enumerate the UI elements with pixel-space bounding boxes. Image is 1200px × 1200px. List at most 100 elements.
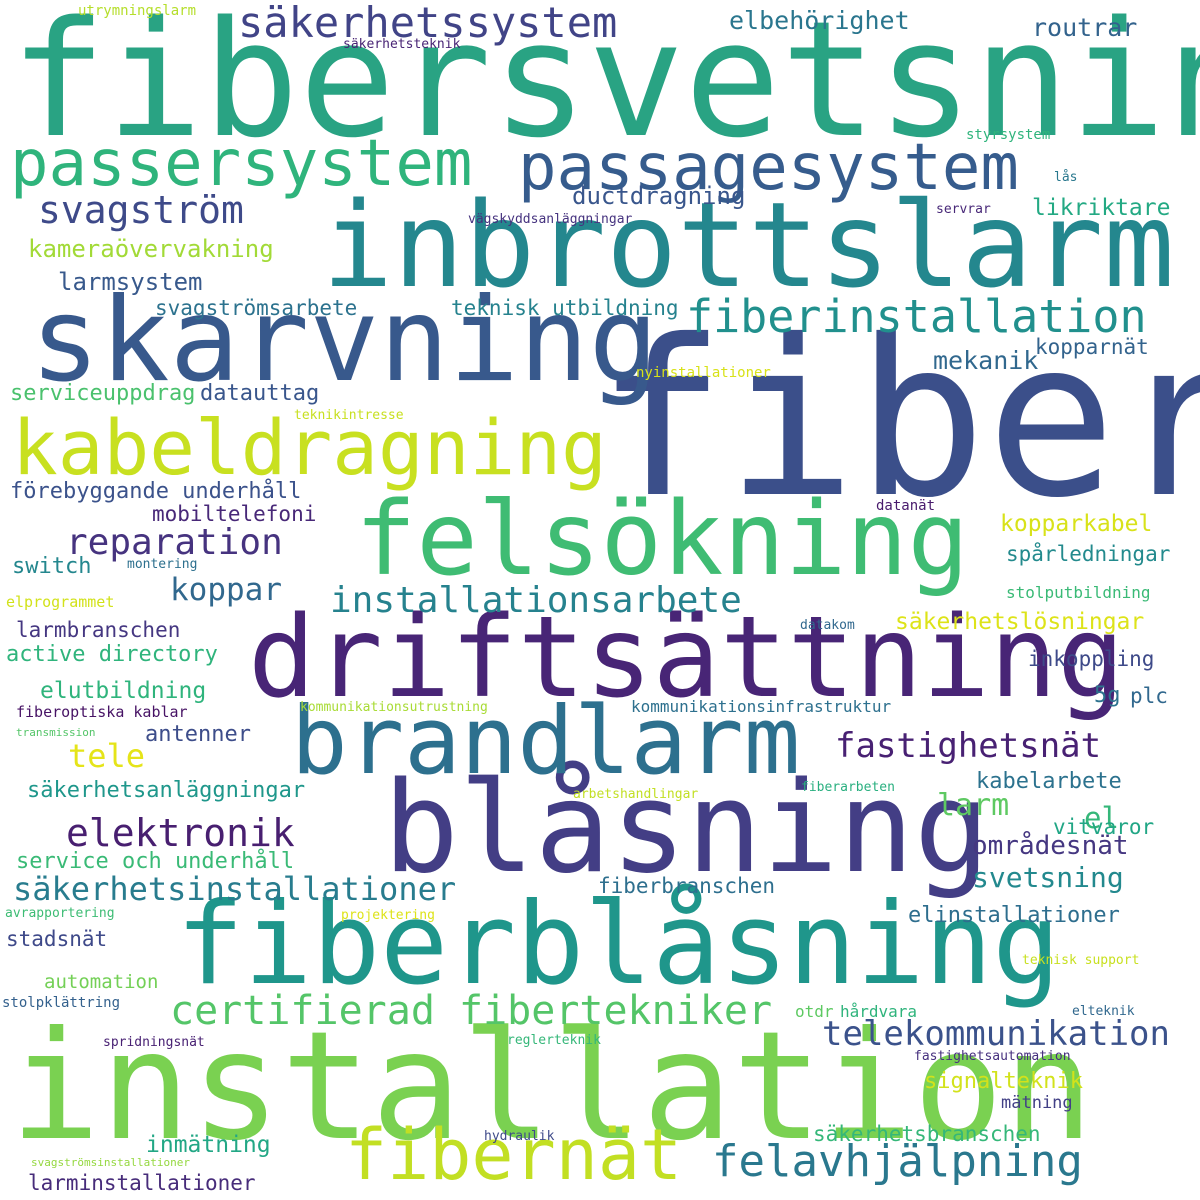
cloud-word: elprogrammet xyxy=(6,593,115,611)
cloud-word: spridningsnät xyxy=(103,1035,205,1050)
cloud-word: active directory xyxy=(6,642,218,667)
cloud-word: kopparkabel xyxy=(1000,511,1153,537)
cloud-word: inmätning xyxy=(146,1132,271,1158)
cloud-word: el xyxy=(1084,801,1119,835)
cloud-word: svagströmsinstallationer xyxy=(31,1156,190,1169)
cloud-word: fiber xyxy=(596,294,1200,545)
cloud-word: kopparnät xyxy=(1035,335,1149,359)
cloud-word: passagesystem xyxy=(518,131,1019,205)
cloud-word: elektronik xyxy=(66,811,295,855)
cloud-word: svagström xyxy=(38,188,244,232)
cloud-word: fiberblåsning xyxy=(176,878,1061,1010)
cloud-word: fiberarbeten xyxy=(801,780,895,795)
cloud-word: hydraulik xyxy=(484,1129,555,1144)
cloud-word: säkerhetssystem xyxy=(238,0,618,47)
cloud-word: reparation xyxy=(66,522,283,563)
cloud-word: kabelarbete xyxy=(976,769,1122,794)
cloud-word: larm xyxy=(937,788,1010,823)
cloud-word: montering xyxy=(127,557,198,572)
cloud-word: vägskyddsanläggningar xyxy=(468,212,633,227)
cloud-word: driftsättning xyxy=(248,593,1125,723)
cloud-word: fastighetsnät xyxy=(835,726,1102,766)
cloud-word: larminstallationer xyxy=(28,1171,256,1195)
cloud-word: mobiltelefoni xyxy=(152,502,317,526)
cloud-word: nyinstallationer xyxy=(636,365,771,381)
cloud-word: teknisk support xyxy=(1022,953,1140,968)
cloud-word: elteknik xyxy=(1072,1004,1135,1019)
cloud-word: installationsarbete xyxy=(330,580,742,621)
cloud-word: säkerhetsinstallationer xyxy=(13,870,457,908)
cloud-word: felsökning xyxy=(355,480,970,599)
cloud-word: styrsystem xyxy=(966,127,1051,143)
cloud-word: larmsystem xyxy=(58,268,203,296)
cloud-word: signalteknik xyxy=(924,1069,1083,1094)
cloud-word: mekanik xyxy=(933,346,1039,375)
cloud-word: teknisk utbildning xyxy=(451,296,679,320)
cloud-word: säkerhetsteknik xyxy=(343,37,461,52)
cloud-word: säkerhetsbranschen xyxy=(813,1122,1041,1146)
cloud-word: passersystem xyxy=(10,127,473,201)
cloud-word: stolpklättring xyxy=(2,995,121,1011)
cloud-word: larmbranschen xyxy=(16,618,181,642)
cloud-word: elbehörighet xyxy=(729,6,910,35)
cloud-word: datakom xyxy=(800,618,855,633)
cloud-word: fastighetsautomation xyxy=(914,1049,1071,1064)
cloud-word: kommunikationsinfrastruktur xyxy=(631,697,892,716)
cloud-word: telekommunikation xyxy=(822,1014,1170,1054)
cloud-word: svetsning xyxy=(972,861,1124,894)
cloud-word: kabeldragning xyxy=(12,403,607,492)
cloud-word: antenner xyxy=(145,722,251,747)
cloud-word: säkerhetslösningar xyxy=(895,609,1145,635)
cloud-word: teknikintresse xyxy=(294,408,404,423)
cloud-word: switch xyxy=(12,554,92,579)
cloud-word: inbrottslarm xyxy=(322,176,1175,314)
cloud-word: skarvning xyxy=(30,273,659,408)
cloud-word: datanät xyxy=(876,498,936,514)
cloud-word: projektering xyxy=(341,908,435,923)
cloud-word: brandlarm xyxy=(291,687,801,796)
cloud-word: servrar xyxy=(936,202,991,217)
cloud-word: kommunikationsutrustning xyxy=(300,700,488,715)
cloud-word: vitvaror xyxy=(1053,815,1155,839)
cloud-word: fiberbranschen xyxy=(598,874,776,898)
cloud-word: fiberoptiska kablar xyxy=(16,703,188,721)
cloud-word: transmission xyxy=(16,726,96,739)
cloud-word: automation xyxy=(44,971,159,993)
cloud-word: certifierad fibertekniker xyxy=(170,988,773,1034)
cloud-word: områdesnät xyxy=(972,831,1129,861)
cloud-word: fibernät xyxy=(345,1114,683,1196)
cloud-word: inkoppling xyxy=(1028,647,1155,671)
cloud-word: mätning xyxy=(1001,1093,1073,1113)
cloud-word: service och underhåll xyxy=(16,849,295,874)
cloud-word: tele xyxy=(68,737,146,775)
cloud-word: spårledningar xyxy=(1006,542,1171,566)
cloud-word: utrymningslarm xyxy=(78,3,197,19)
cloud-word: fibersvetsning xyxy=(10,0,1200,173)
cloud-word: plc xyxy=(1130,684,1168,708)
cloud-word: fiberinstallation xyxy=(686,290,1147,343)
cloud-word: 5g xyxy=(1094,683,1121,708)
cloud-word: blåsning xyxy=(383,754,990,901)
cloud-word: ductdragning xyxy=(572,182,746,210)
cloud-word: koppar xyxy=(170,572,282,608)
cloud-word: reglerteknik xyxy=(507,1033,601,1048)
cloud-word: arbetshandlingar xyxy=(573,787,699,802)
cloud-word: stadsnät xyxy=(6,927,108,951)
cloud-word: avrapportering xyxy=(5,906,115,921)
cloud-word: datauttag xyxy=(200,381,320,406)
cloud-word: otdr xyxy=(795,1002,834,1021)
cloud-word: svagströmsarbete xyxy=(155,296,358,320)
cloud-word: elinstallationer xyxy=(908,903,1120,928)
cloud-word: kameraövervakning xyxy=(28,235,274,263)
cloud-word: routrar xyxy=(1032,13,1138,42)
cloud-word: förebyggande underhåll xyxy=(10,479,302,504)
cloud-word: installation xyxy=(10,1000,1094,1174)
cloud-word: stolputbildning xyxy=(1006,583,1151,602)
cloud-word: felavhjälpning xyxy=(712,1136,1083,1187)
cloud-word: lås xyxy=(1054,170,1078,185)
cloud-word: hårdvara xyxy=(840,1002,918,1021)
cloud-word: serviceuppdrag xyxy=(10,381,196,406)
cloud-word: elutbildning xyxy=(40,678,207,704)
cloud-word: säkerhetsanläggningar xyxy=(27,778,306,803)
